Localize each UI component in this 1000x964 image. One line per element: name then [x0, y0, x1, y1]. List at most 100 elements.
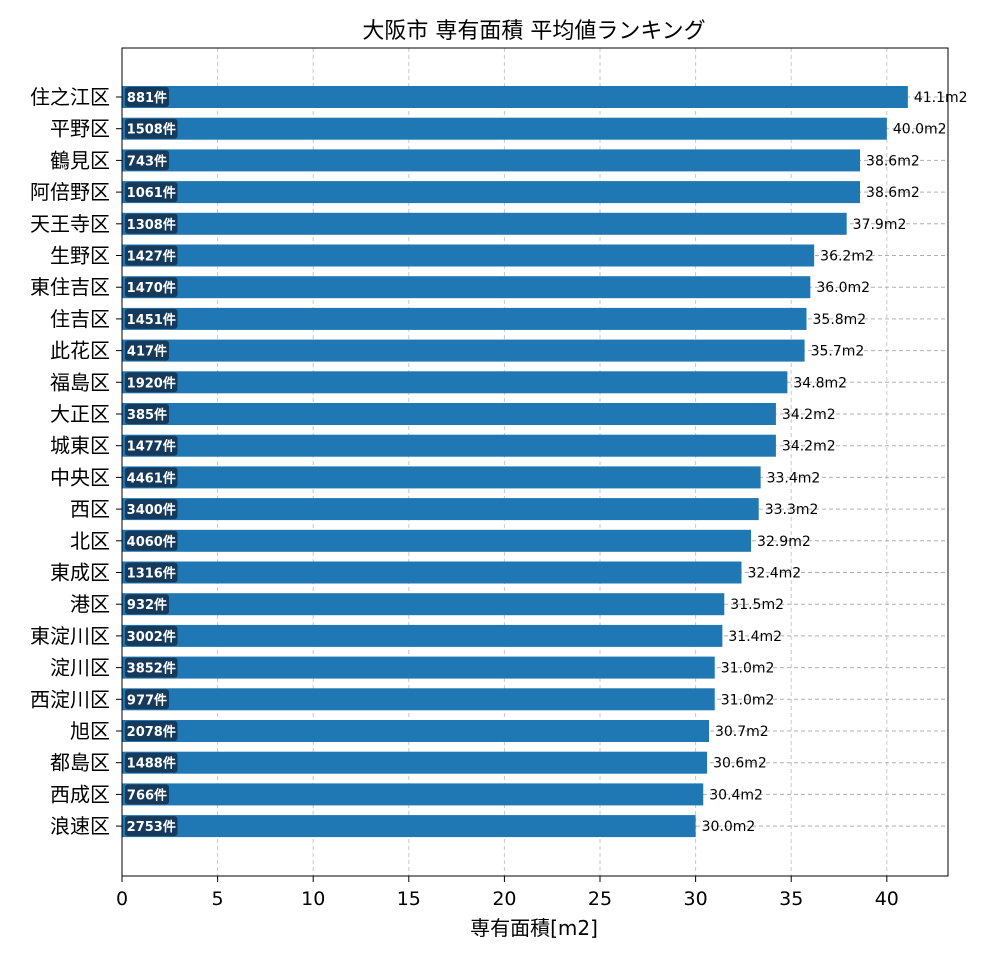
bar — [122, 466, 761, 489]
count-label: 417件 — [127, 344, 167, 360]
value-label: 30.4m2 — [709, 787, 763, 803]
value-label: 32.4m2 — [748, 566, 802, 582]
value-label: 36.2m2 — [820, 249, 874, 265]
category-label: 福島区 — [50, 370, 110, 394]
x-tick-label: 15 — [397, 888, 421, 910]
count-badge — [125, 213, 178, 234]
count-label: 1308件 — [127, 217, 176, 233]
category-label: 西成区 — [50, 782, 110, 806]
count-badge — [125, 245, 178, 266]
category-label: 此花区 — [50, 339, 110, 363]
value-label: 37.9m2 — [853, 217, 907, 233]
bar — [122, 339, 805, 362]
count-badge — [125, 625, 178, 646]
value-label: 34.2m2 — [782, 407, 836, 423]
bar — [122, 815, 696, 838]
category-label: 都島区 — [50, 751, 110, 775]
count-badge — [125, 372, 178, 393]
count-label: 881件 — [127, 90, 167, 106]
count-label: 1451件 — [127, 312, 176, 328]
count-label: 1316件 — [127, 566, 176, 582]
count-label: 2753件 — [127, 819, 176, 835]
category-label: 港区 — [70, 592, 110, 616]
value-label: 31.5m2 — [730, 597, 784, 613]
count-badge — [125, 657, 178, 678]
category-label: 旭区 — [70, 719, 110, 743]
value-label: 38.6m2 — [866, 185, 920, 201]
count-badge — [125, 435, 178, 456]
category-label: 鶴見区 — [50, 148, 110, 172]
bar — [122, 656, 715, 679]
count-label: 3002件 — [127, 629, 176, 645]
x-tick-label: 30 — [684, 888, 708, 910]
labels: 881件 41.1m2 1508件 40.0m2 743件 38.6m2 1061件 38.6… — [125, 87, 968, 837]
count-badge — [125, 277, 178, 298]
count-badge — [125, 689, 169, 710]
bar — [122, 593, 725, 616]
count-label: 1920件 — [127, 375, 176, 391]
category-label: 西淀川区 — [30, 687, 110, 711]
category-label: 大正区 — [50, 402, 110, 426]
bar — [122, 434, 776, 457]
count-label: 4060件 — [127, 534, 176, 550]
category-label: 西区 — [70, 497, 110, 521]
count-label: 1508件 — [127, 122, 176, 138]
value-label: 31.0m2 — [721, 692, 775, 708]
plot-area-frame — [121, 47, 949, 877]
bar — [122, 720, 709, 742]
value-label: 30.7m2 — [715, 724, 769, 740]
bar — [122, 181, 861, 204]
value-label: 30.6m2 — [713, 756, 767, 772]
count-badge — [125, 816, 178, 837]
category-label: 浪速区 — [50, 814, 110, 838]
category-label: 東淀川区 — [30, 624, 110, 648]
value-label: 41.1m2 — [914, 90, 968, 106]
value-label: 34.2m2 — [782, 439, 836, 455]
count-badge — [125, 404, 169, 424]
bar — [122, 688, 715, 711]
category-label: 城東区 — [50, 434, 110, 458]
count-badge — [125, 784, 169, 805]
bar — [122, 244, 815, 267]
value-label: 31.4m2 — [728, 629, 782, 645]
bar — [122, 783, 704, 806]
category-label: 天王寺区 — [30, 212, 110, 236]
x-tick-label: 40 — [875, 888, 899, 910]
bar — [122, 498, 759, 521]
bar — [122, 276, 811, 299]
x-tick-label: 20 — [492, 888, 516, 910]
category-label: 東住吉区 — [30, 275, 110, 299]
x-tick-label: 5 — [212, 888, 224, 910]
bar — [122, 149, 861, 172]
count-label: 1488件 — [127, 756, 176, 772]
count-badge — [125, 594, 169, 615]
count-badge — [125, 562, 178, 583]
value-label: 38.6m2 — [866, 153, 920, 169]
count-badge — [125, 150, 169, 171]
value-label: 40.0m2 — [893, 122, 947, 138]
category-label: 中央区 — [50, 465, 110, 489]
bar — [122, 371, 788, 394]
count-label: 1427件 — [127, 249, 176, 265]
count-label: 385件 — [127, 407, 167, 423]
chart-title: 大阪市 専有面積 平均値ランキング — [362, 19, 705, 44]
category-label: 阿倍野区 — [30, 180, 110, 204]
count-label: 977件 — [127, 692, 167, 708]
bar — [122, 212, 847, 235]
axis-ticks: 0 5 10 15 20 25 30 35 40 住之江区平野区鶴見区阿倍野区天王寺区生野区東住吉… — [30, 85, 899, 910]
bars — [122, 86, 908, 838]
count-badge — [125, 467, 178, 488]
count-label: 3852件 — [127, 661, 176, 677]
category-label: 淀川区 — [50, 656, 110, 680]
count-badge — [125, 499, 178, 520]
count-badge — [125, 340, 169, 361]
x-tick-label: 10 — [301, 888, 325, 910]
value-label: 31.0m2 — [721, 661, 775, 677]
x-tick-label: 0 — [116, 888, 128, 910]
count-badge — [125, 182, 178, 203]
count-label: 766件 — [127, 787, 167, 803]
count-badge — [125, 118, 178, 139]
count-badge — [125, 308, 178, 329]
count-label: 743件 — [127, 153, 167, 169]
